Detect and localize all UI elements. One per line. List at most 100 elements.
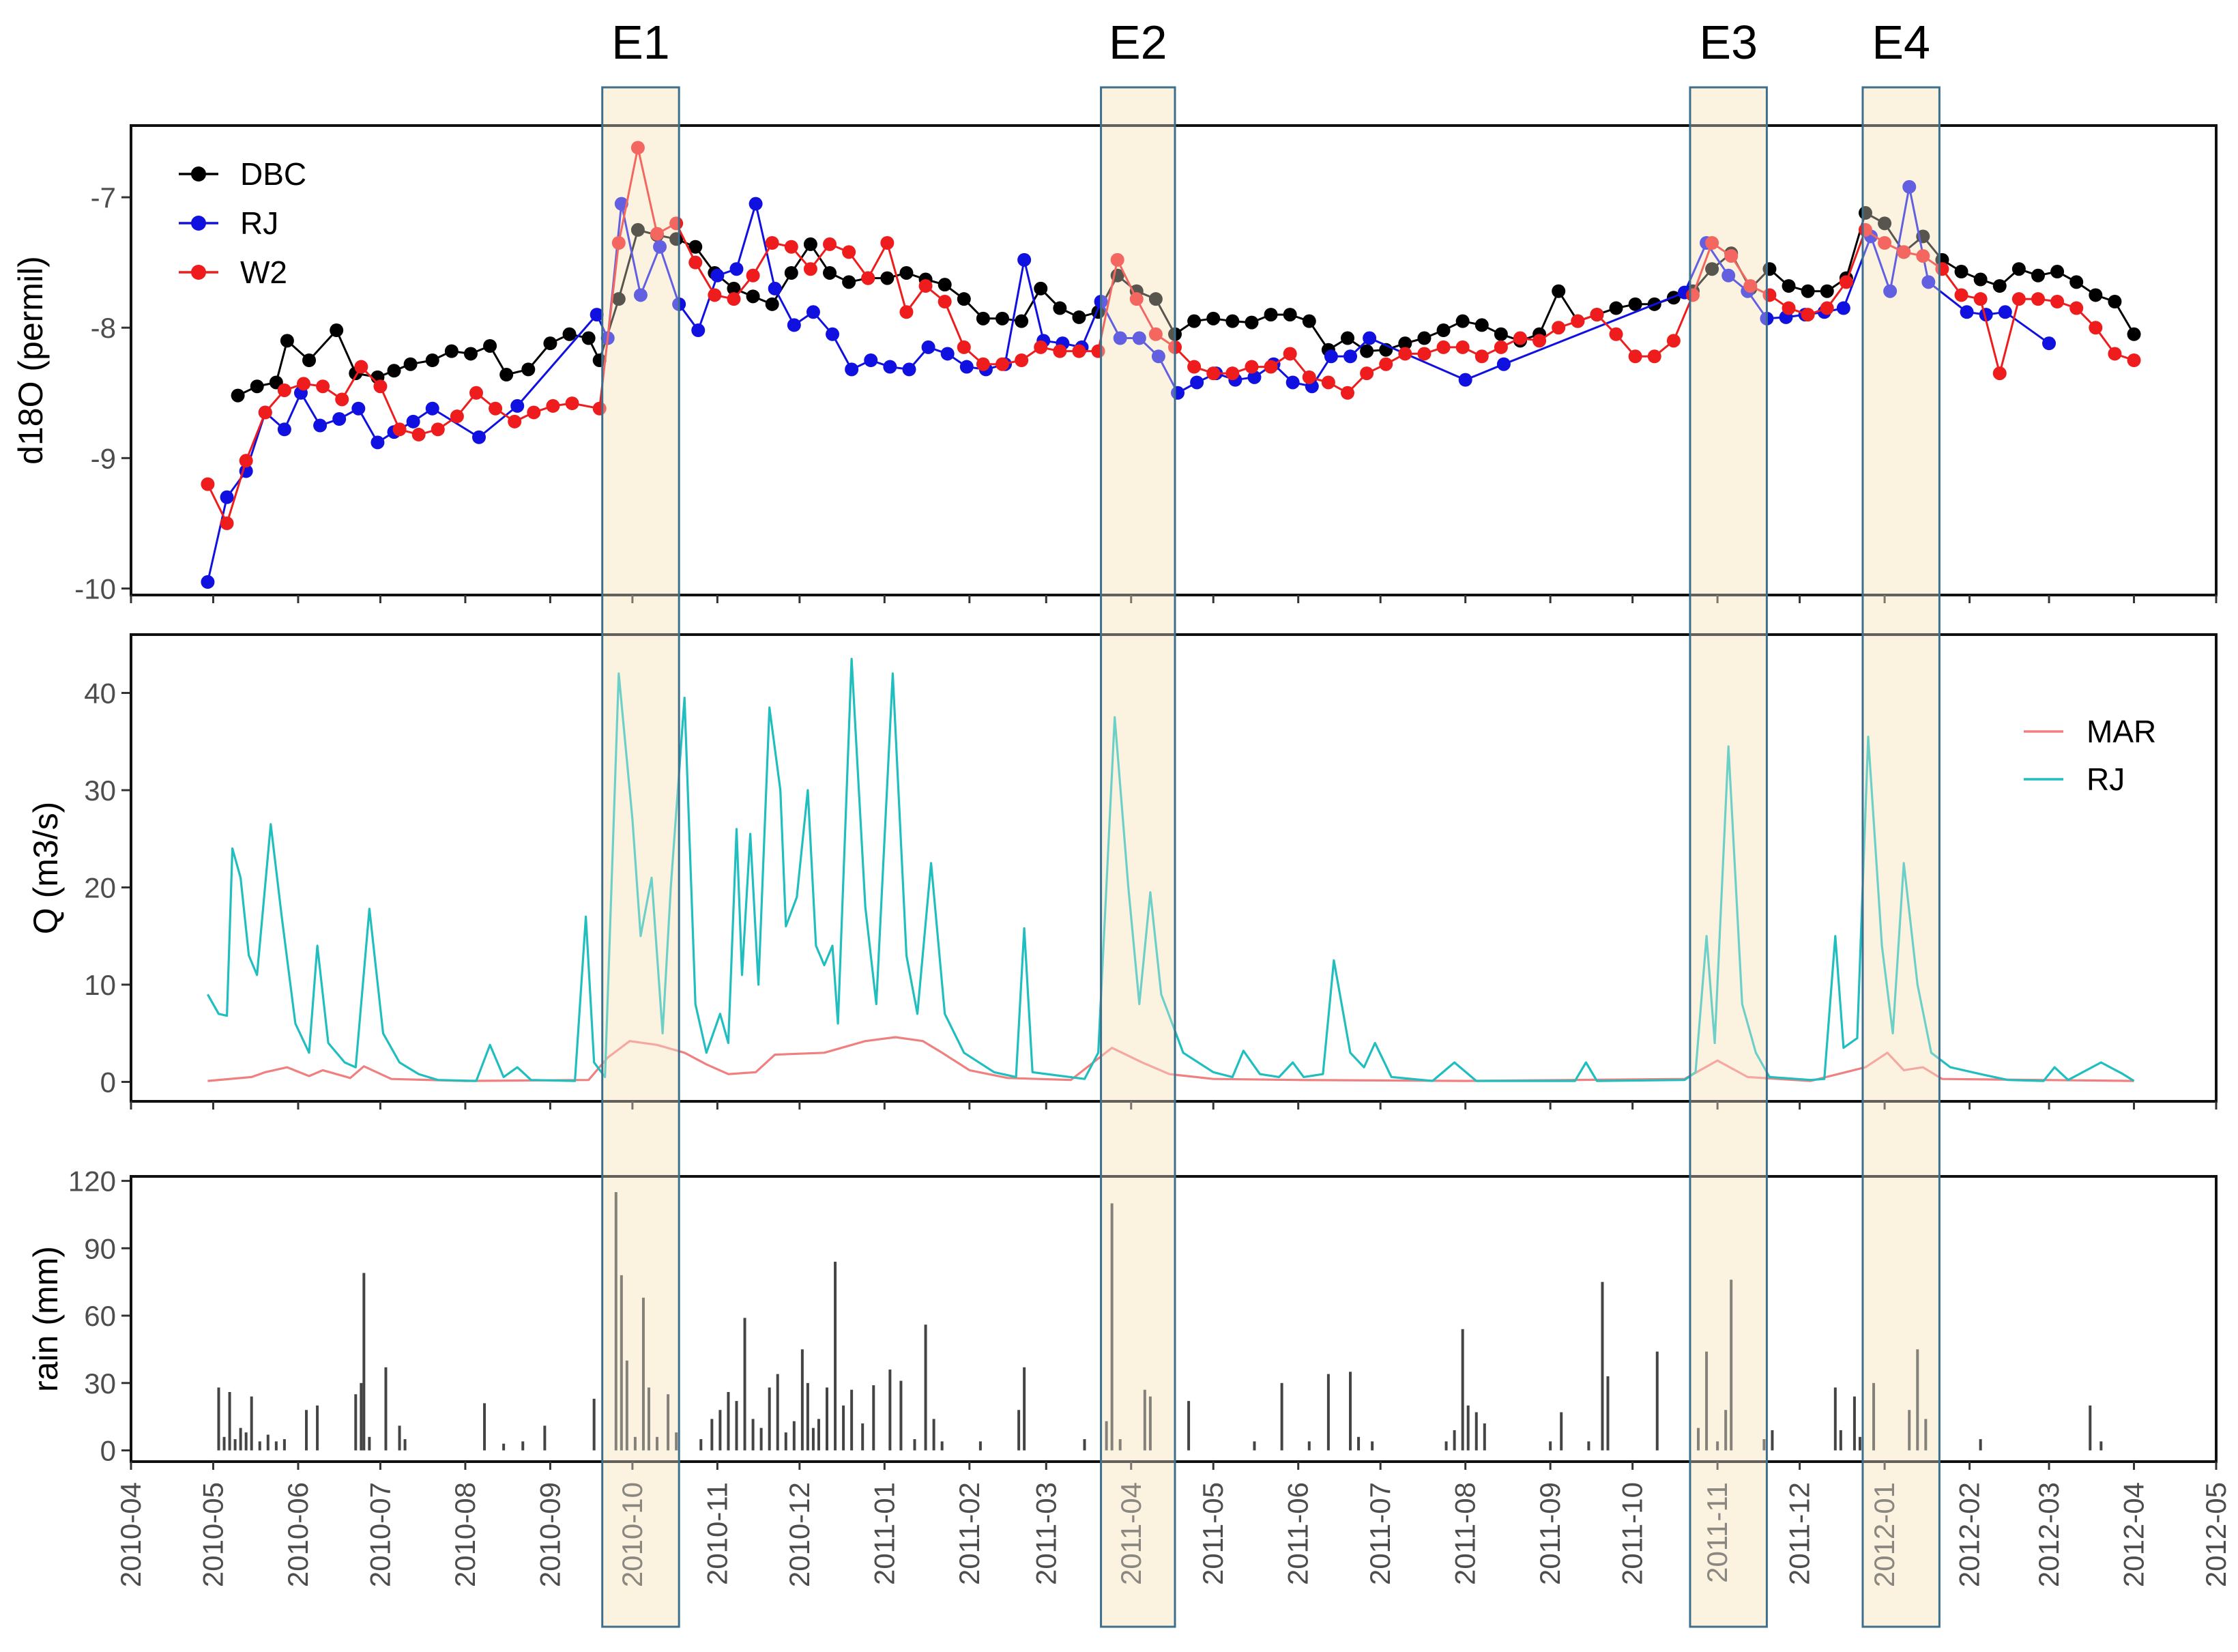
series-w2-point <box>1820 301 1834 315</box>
series-w2-point <box>1552 321 1566 335</box>
series-w2-point <box>2108 347 2122 361</box>
series-dbc-point <box>1206 311 1221 325</box>
series-rj-point <box>201 575 215 589</box>
series-rj-point <box>1363 331 1377 345</box>
series-rj-point <box>1324 349 1338 364</box>
event-e4-frame <box>1861 86 1941 1628</box>
series-w2-point <box>450 409 464 424</box>
series-w2-point <box>1264 360 1278 374</box>
rain-bar <box>888 1370 892 1451</box>
x-tick-label: 2010-10 <box>616 1482 648 1587</box>
rain-bar <box>354 1394 358 1451</box>
rain-bar <box>1253 1441 1256 1451</box>
series-rj-point <box>729 262 744 276</box>
rain-bar <box>1705 1351 1709 1451</box>
rain-bar <box>384 1367 388 1451</box>
series-w2-point <box>1494 340 1508 354</box>
rain-bar <box>258 1441 261 1451</box>
rain-bar <box>316 1405 319 1451</box>
rain-bar <box>861 1423 864 1451</box>
series-w2-point <box>803 262 817 276</box>
series-w2-point <box>239 454 253 468</box>
rain-bar <box>217 1387 220 1451</box>
series-dbc-point <box>880 271 895 285</box>
x-tick-label: 2011-02 <box>953 1482 985 1585</box>
series-dbc-point <box>2127 327 2141 341</box>
rain-bar <box>360 1382 363 1451</box>
rain-bar <box>1357 1436 1361 1451</box>
series-w2-point <box>201 477 215 491</box>
series-dbc-point <box>1283 308 1297 322</box>
series-rj-point <box>749 197 763 211</box>
series-w2-point <box>1436 340 1451 354</box>
series-w2-point <box>2031 292 2045 306</box>
series-w2-point <box>1360 366 1374 381</box>
series-rj-point <box>1285 375 1300 390</box>
rain-bar <box>1872 1382 1876 1451</box>
rain-bar <box>768 1387 771 1451</box>
panel-frame <box>130 1175 2218 1463</box>
series-w2-point <box>1206 366 1221 381</box>
rain-bar <box>1474 1412 1478 1451</box>
series-w2-point <box>957 340 971 354</box>
series-rj-point <box>351 401 366 416</box>
y-tick-label: -9 <box>91 442 116 474</box>
x-tick-label: 2011-12 <box>1784 1482 1816 1585</box>
series-rj-point <box>710 268 725 282</box>
series-w2-point <box>1571 314 1585 328</box>
rain-bar <box>834 1262 837 1451</box>
series-w2-point <box>688 255 703 270</box>
series-w2-point <box>1341 386 1355 400</box>
series-w2-point <box>373 379 388 394</box>
rain-bar <box>1307 1441 1311 1451</box>
rain-bar <box>398 1425 401 1451</box>
rain-bar <box>667 1394 670 1451</box>
series-rj-point <box>1113 331 1127 345</box>
series-dbc-point <box>499 368 514 382</box>
y-tick-label: 60 <box>84 1300 116 1332</box>
series-w2-point <box>938 295 952 308</box>
series-w2-point <box>976 357 990 371</box>
series-dbc-point <box>1628 297 1642 311</box>
series-rj-point <box>1151 349 1165 364</box>
event-e4-label: E4 <box>1872 16 1930 69</box>
series-w2-point <box>1110 252 1124 267</box>
rain-bar <box>792 1421 796 1451</box>
panel-plot-area <box>217 1192 2103 1451</box>
rain-bar <box>850 1389 854 1451</box>
series-rj-point <box>1979 308 1993 322</box>
rain-bar <box>1601 1281 1604 1451</box>
event-e1-label: E1 <box>611 16 670 69</box>
event-frames-layer: E1 E2 E3 E4 <box>601 16 1941 1628</box>
series-w2-point <box>1225 366 1240 381</box>
series-dbc-point <box>2069 275 2084 289</box>
series-rj-point <box>220 490 234 504</box>
series-w2-point <box>1187 360 1202 374</box>
y-tick-label: 90 <box>84 1232 116 1264</box>
rain-bar <box>699 1439 703 1451</box>
rain-bar <box>2099 1441 2103 1451</box>
rain-bar <box>282 1439 286 1451</box>
series-dbc-point <box>1225 314 1240 328</box>
series-rj-point <box>1883 284 1898 298</box>
series-dbc-point <box>1341 331 1355 345</box>
series-dbc-point <box>1360 344 1374 358</box>
series-w2-point <box>1474 349 1489 364</box>
x-tick-label: 2011-03 <box>1030 1482 1062 1585</box>
x-tick-label: 2012-04 <box>2118 1482 2150 1587</box>
series-w2-point <box>899 305 914 319</box>
rain-bar <box>1979 1439 1982 1451</box>
series-w2-point <box>1532 334 1547 348</box>
rain-bar <box>633 1436 637 1451</box>
legend-swatch-point <box>191 166 206 182</box>
series-w2-point <box>1245 360 1259 374</box>
series-dbc-point <box>1992 279 2007 293</box>
rain-bar <box>1326 1374 1330 1451</box>
rain-bar <box>2089 1405 2092 1451</box>
series-dbc-point <box>2031 268 2045 282</box>
legend-label-rj: RJ <box>240 205 278 241</box>
x-tick-label: 2011-04 <box>1115 1482 1147 1585</box>
rain-bar <box>239 1428 242 1451</box>
rain-bar <box>1444 1441 1448 1451</box>
